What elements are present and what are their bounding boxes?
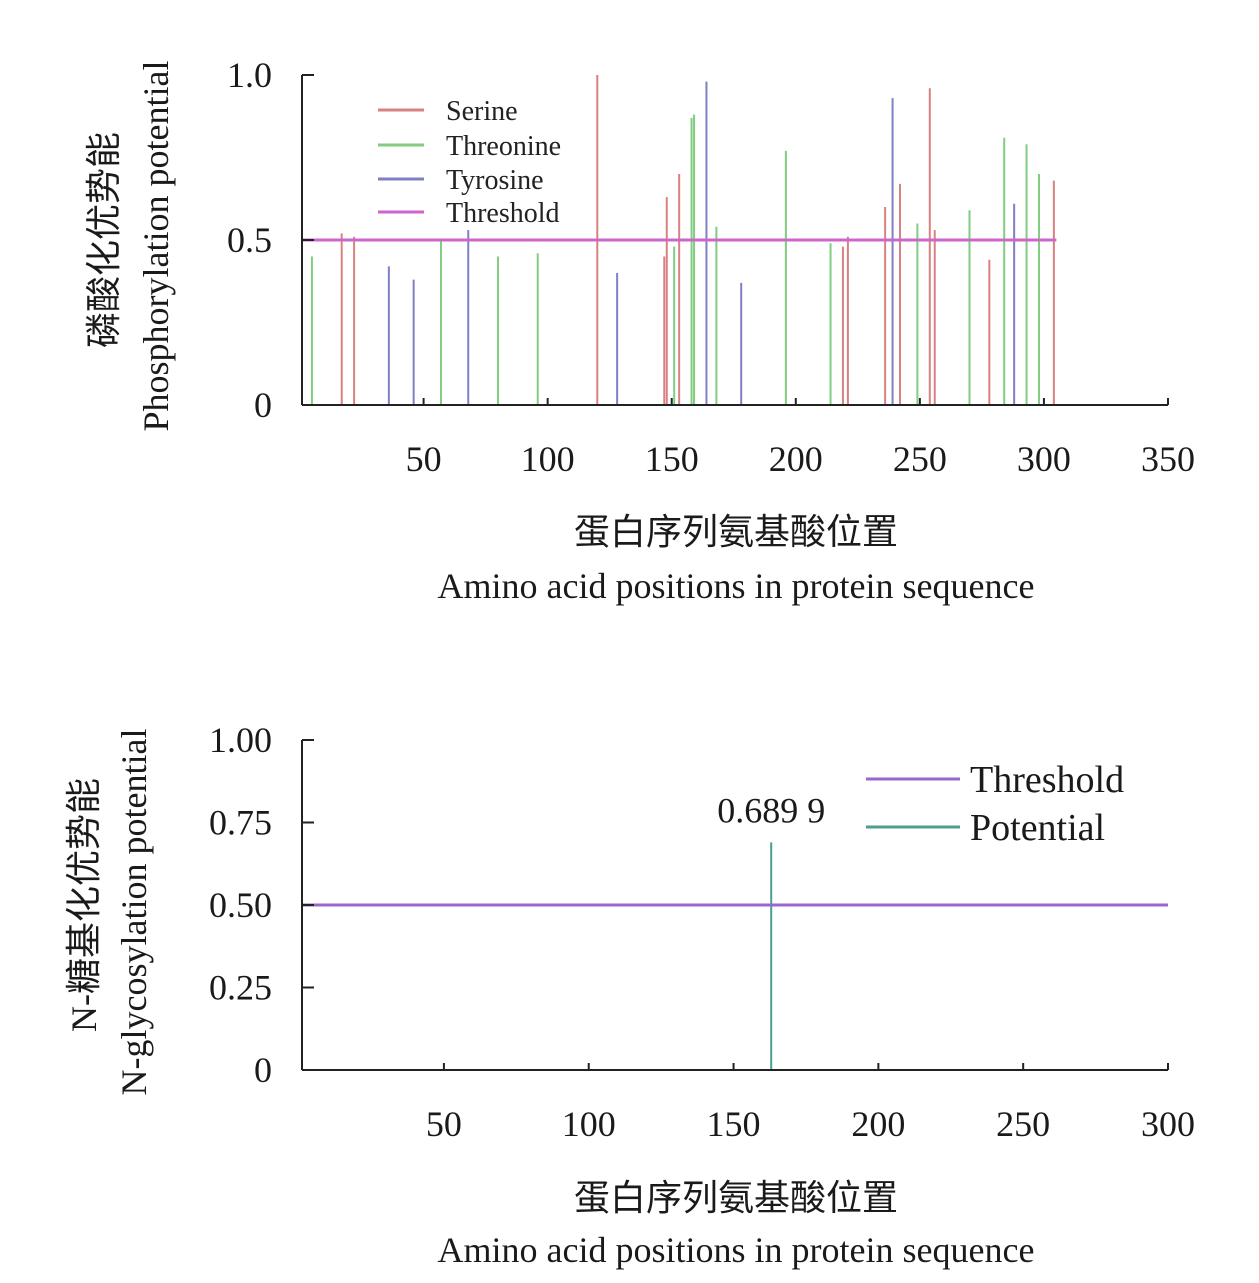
- x-tick-label: 150: [707, 1104, 761, 1144]
- glyco-xlabel-en: Amino acid positions in protein sequence: [438, 1230, 1035, 1270]
- y-tick-label: 0: [254, 385, 272, 425]
- x-tick-label: 300: [1017, 439, 1071, 479]
- y-tick-label: 1.0: [227, 55, 272, 95]
- glyco-peak-annotation: 0.689 9: [717, 790, 825, 830]
- x-tick-label: 200: [851, 1104, 905, 1144]
- phospho-ylabel-en: Phosphorylation potential: [136, 61, 176, 432]
- phosphorylation-chart: 50 100 150 200 250 300 350 0 0.5 1.0 Serine Thre…: [84, 55, 1195, 606]
- y-tick-label: 1.00: [209, 720, 272, 760]
- x-tick-label: 250: [996, 1104, 1050, 1144]
- glyco-xlabel-cn: 蛋白序列氨基酸位置: [574, 1178, 898, 1219]
- phospho-x-ticks: 50 100 150 200 250 300 350: [406, 398, 1195, 479]
- glycosylation-chart: 50 100 150 200 250 300 0 0.25 0.50 0.75 1.00 0.68…: [64, 720, 1195, 1270]
- x-tick-label: 50: [426, 1104, 462, 1144]
- x-tick-label: 100: [562, 1104, 616, 1144]
- x-tick-label: 300: [1141, 1104, 1195, 1144]
- legend-threonine-label: Threonine: [446, 131, 561, 162]
- phospho-y-ticks: 0 0.5 1.0: [227, 55, 314, 425]
- x-tick-label: 250: [893, 439, 947, 479]
- glyco-legend: Threshold Potential: [866, 759, 1124, 849]
- phospho-xlabel-en: Amino acid positions in protein sequence: [438, 566, 1035, 606]
- legend-threshold-label: Threshold: [446, 198, 560, 229]
- legend-tyrosine-label: Tyrosine: [446, 165, 544, 196]
- y-tick-label: 0.25: [209, 968, 272, 1008]
- x-tick-label: 150: [645, 439, 699, 479]
- x-tick-label: 100: [521, 439, 575, 479]
- y-tick-label: 0.50: [209, 885, 272, 925]
- glyco-ylabel-cn: N-糖基化优势能: [64, 778, 104, 1032]
- phospho-bars: [310, 75, 1055, 405]
- legend-potential-label: Potential: [970, 807, 1105, 849]
- x-tick-label: 50: [406, 439, 442, 479]
- y-tick-label: 0.5: [227, 220, 272, 260]
- legend-serine-label: Serine: [446, 96, 518, 127]
- x-tick-label: 200: [769, 439, 823, 479]
- phospho-legend: Serine Threonine Tyrosine Threshold: [378, 96, 561, 229]
- glyco-ylabel-en: N-glycosylation potential: [114, 729, 154, 1096]
- legend-threshold-label: Threshold: [970, 759, 1124, 801]
- phospho-ylabel-cn: 磷酸化优势能: [84, 132, 125, 348]
- y-tick-label: 0.75: [209, 803, 272, 843]
- y-tick-label: 0: [254, 1050, 272, 1090]
- phospho-xlabel-cn: 蛋白序列氨基酸位置: [574, 512, 898, 553]
- glyco-y-ticks: 0 0.25 0.50 0.75 1.00: [209, 720, 314, 1090]
- x-tick-label: 350: [1141, 439, 1195, 479]
- glyco-x-ticks: 50 100 150 200 250 300: [426, 1063, 1195, 1144]
